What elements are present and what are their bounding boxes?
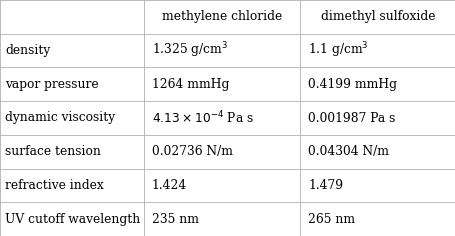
Text: surface tension: surface tension <box>5 145 101 158</box>
Text: dimethyl sulfoxide: dimethyl sulfoxide <box>320 10 435 23</box>
Text: 1.325 g/cm$^3$: 1.325 g/cm$^3$ <box>152 41 228 60</box>
Text: refractive index: refractive index <box>5 179 104 192</box>
Text: 235 nm: 235 nm <box>152 213 198 226</box>
Text: 1264 mmHg: 1264 mmHg <box>152 78 229 91</box>
Text: 0.001987 Pa s: 0.001987 Pa s <box>308 111 395 125</box>
Text: 0.04304 N/m: 0.04304 N/m <box>308 145 389 158</box>
Text: 0.02736 N/m: 0.02736 N/m <box>152 145 233 158</box>
Text: 265 nm: 265 nm <box>308 213 354 226</box>
Text: $4.13\times10^{-4}$ Pa s: $4.13\times10^{-4}$ Pa s <box>152 110 253 126</box>
Text: density: density <box>5 44 51 57</box>
Text: methylene chloride: methylene chloride <box>162 10 281 23</box>
Text: vapor pressure: vapor pressure <box>5 78 99 91</box>
Text: UV cutoff wavelength: UV cutoff wavelength <box>5 213 141 226</box>
Text: 1.424: 1.424 <box>152 179 187 192</box>
Text: 1.1 g/cm$^3$: 1.1 g/cm$^3$ <box>308 41 368 60</box>
Text: 0.4199 mmHg: 0.4199 mmHg <box>308 78 396 91</box>
Text: 1.479: 1.479 <box>308 179 343 192</box>
Text: dynamic viscosity: dynamic viscosity <box>5 111 116 125</box>
